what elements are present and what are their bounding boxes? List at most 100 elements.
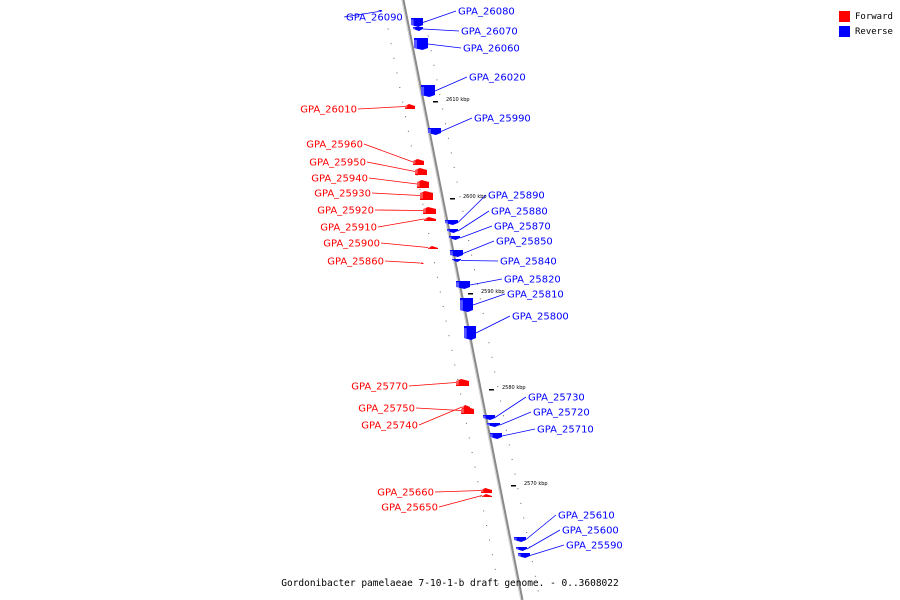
marker-left [477, 481, 479, 483]
gene-labels: GPA_26090 GPA_26080 GPA_26070 GPA_26060 GPA_… [300, 7, 623, 552]
gene-shine [421, 86, 425, 96]
gene-label-gpa_26070[interactable]: GPA_26070 [461, 27, 518, 38]
marker-left [390, 43, 392, 45]
gene-label-gpa_25740[interactable]: GPA_25740 [361, 421, 418, 432]
gene-glyph-gpa_25600 [516, 547, 527, 551]
gene-label-gpa_25880[interactable]: GPA_25880 [491, 207, 548, 218]
marker-right [436, 79, 438, 81]
gene-label-gpa_25650[interactable]: GPA_25650 [381, 503, 438, 514]
marker-right [503, 415, 504, 417]
connector-gpa_25960 [363, 143, 414, 163]
gene-shine [482, 494, 485, 497]
marker-right [534, 575, 536, 577]
connector-gpa_25730 [494, 396, 527, 418]
gene-glyph-gpa_25860 [420, 262, 424, 264]
marker-left [442, 306, 444, 307]
marker-left [465, 422, 467, 424]
gene-shine [449, 236, 452, 240]
gene-label-gpa_25750[interactable]: GPA_25750 [358, 404, 415, 415]
marker-left [436, 276, 438, 278]
marker-left [448, 335, 450, 337]
tick-label: 2570 kbp [524, 481, 548, 487]
gene-glyph-gpa_25740 [462, 405, 470, 409]
tick-label: 2580 kbp [502, 385, 526, 391]
gene-glyph-gpa_25820 [456, 281, 470, 289]
marker-right [497, 386, 499, 387]
marker-right [526, 532, 528, 533]
gene-label-gpa_25910[interactable]: GPA_25910 [320, 223, 377, 234]
gene-label-gpa_25710[interactable]: GPA_25710 [537, 425, 594, 436]
gene-shine [423, 208, 426, 213]
gene-label-gpa_26060[interactable]: GPA_26060 [463, 44, 520, 55]
gene-label-gpa_25840[interactable]: GPA_25840 [500, 257, 557, 268]
gene-label-gpa_25720[interactable]: GPA_25720 [533, 408, 590, 419]
gene-label-gpa_25610[interactable]: GPA_25610 [558, 511, 615, 522]
gene-glyph-gpa_25950 [415, 168, 427, 175]
connector-gpa_25930 [371, 192, 421, 196]
gene-label-gpa_25800[interactable]: GPA_25800 [512, 312, 569, 323]
connector-gpa_25890 [457, 194, 487, 223]
gene-label-gpa_25770[interactable]: GPA_25770 [351, 382, 408, 393]
gene-label-gpa_25660[interactable]: GPA_25660 [377, 488, 434, 499]
marker-left [416, 174, 418, 176]
gene-glyph-gpa_25870 [449, 236, 460, 240]
marker-left [460, 393, 462, 395]
gene-label-gpa_25960[interactable]: GPA_25960 [306, 140, 363, 151]
marker-right [520, 502, 522, 504]
gene-label-gpa_25860[interactable]: GPA_25860 [327, 257, 384, 268]
gene-label-gpa_25940[interactable]: GPA_25940 [311, 174, 368, 185]
gene-shine [378, 10, 380, 12]
marker-left [434, 262, 435, 264]
gene-label-gpa_25730[interactable]: GPA_25730 [528, 393, 585, 404]
gene-label-gpa_25810[interactable]: GPA_25810 [507, 290, 564, 301]
gene-glyph-gpa_25730 [483, 415, 495, 420]
gene-label-gpa_26090[interactable]: GPA_26090 [346, 13, 403, 24]
gene-label-gpa_25870[interactable]: GPA_25870 [494, 222, 551, 233]
tick-mark [450, 198, 455, 200]
marker-right [456, 181, 458, 183]
gene-label-gpa_26080[interactable]: GPA_26080 [458, 7, 515, 18]
marker-left [428, 233, 430, 234]
tick-mark [433, 101, 438, 103]
marker-left [419, 189, 421, 191]
legend-reverse-label: Reverse [855, 26, 893, 37]
gene-label-gpa_25850[interactable]: GPA_25850 [496, 237, 553, 248]
gene-label-gpa_25920[interactable]: GPA_25920 [317, 206, 374, 217]
gene-label-gpa_25900[interactable]: GPA_25900 [323, 239, 380, 250]
gene-label-gpa_25600[interactable]: GPA_25600 [562, 526, 619, 537]
legend-forward-label: Forward [855, 11, 893, 22]
connector-gpa_25740 [418, 406, 463, 426]
legend-reverse: Reverse [839, 24, 893, 39]
marker-right [471, 254, 473, 256]
gene-shine [420, 192, 423, 199]
marker-right [453, 167, 455, 168]
gene-shine [413, 27, 416, 31]
marker-left [474, 466, 476, 468]
gene-label-gpa_25930[interactable]: GPA_25930 [314, 189, 371, 200]
marker-left [399, 87, 401, 88]
marker-right [439, 94, 441, 95]
marker-left [494, 568, 496, 570]
connector-gpa_25870 [459, 225, 493, 239]
gene-shine [428, 246, 431, 249]
marker-left [457, 379, 459, 380]
gene-label-gpa_25990[interactable]: GPA_25990 [474, 114, 531, 125]
gene-label-gpa_26020[interactable]: GPA_26020 [469, 73, 526, 84]
marker-right [537, 590, 539, 592]
connector-gpa_25800 [475, 315, 511, 334]
gene-label-gpa_26010[interactable]: GPA_26010 [300, 105, 357, 116]
gene-glyphs [378, 10, 530, 558]
marker-right [479, 298, 481, 300]
connector-gpa_25990 [440, 117, 473, 132]
gene-label-gpa_25590[interactable]: GPA_25590 [566, 541, 623, 552]
gene-glyph-gpa_26070 [413, 27, 423, 31]
gene-label-gpa_25950[interactable]: GPA_25950 [309, 158, 366, 169]
gene-glyph-gpa_25840 [452, 259, 461, 262]
gene-shine [460, 300, 463, 310]
gene-label-gpa_25890[interactable]: GPA_25890 [488, 191, 545, 202]
marker-right [517, 488, 519, 490]
marker-right [447, 137, 449, 139]
gene-label-gpa_25820[interactable]: GPA_25820 [504, 275, 561, 286]
legend: Forward Reverse [839, 9, 893, 39]
